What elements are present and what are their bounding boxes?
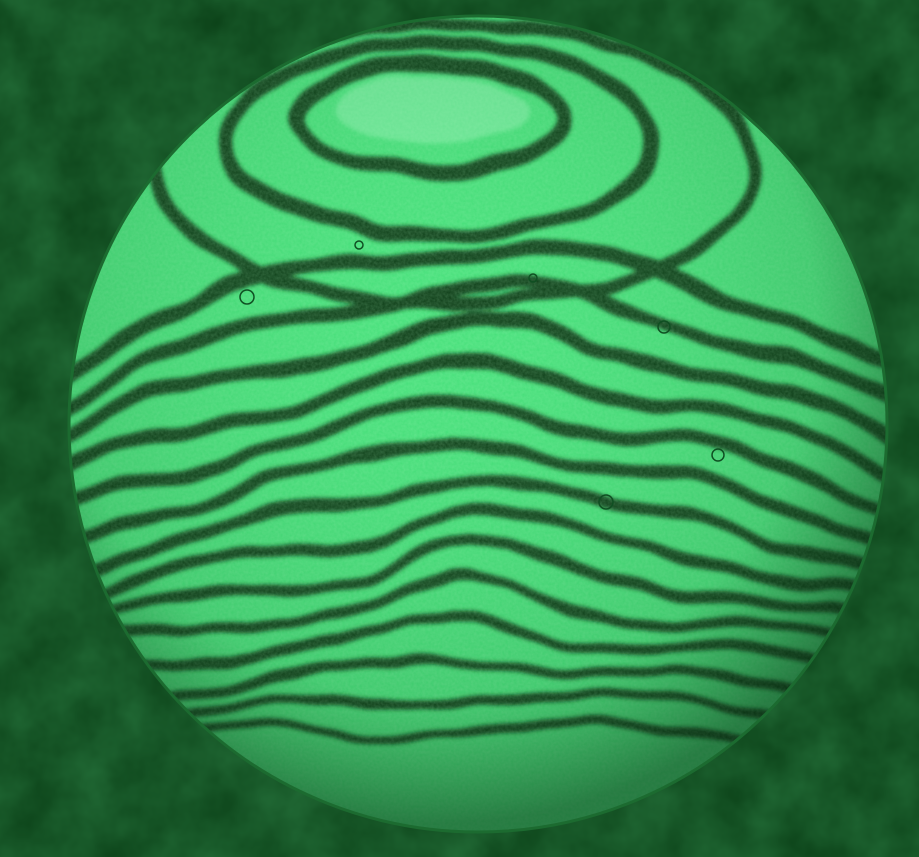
sphere-shading [69,16,887,832]
sphere-rim [67,14,889,834]
dust-specks [239,240,725,510]
